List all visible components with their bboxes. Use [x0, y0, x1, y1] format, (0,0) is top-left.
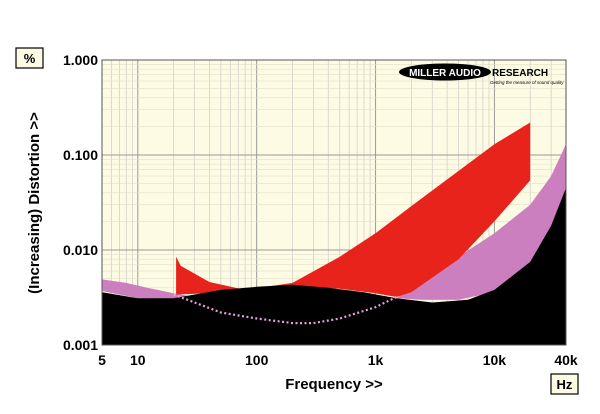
series-floor-black	[102, 187, 566, 345]
logo-name-part2: RESEARCH	[492, 68, 548, 79]
x-unit-box	[550, 373, 579, 395]
plot-border	[101, 59, 567, 346]
x-tick-label-4: 10k	[483, 352, 507, 368]
x-axis-title: Frequency >>	[285, 376, 383, 393]
y-unit-box	[15, 47, 44, 69]
plot-frame	[101, 59, 567, 346]
x-tick-label-2: 100	[245, 352, 269, 368]
y-axis-title: (Increasing) Distortion >>	[26, 112, 43, 294]
y-unit-label: %	[24, 51, 36, 66]
x-unit-label: Hz	[557, 377, 573, 392]
series-layer	[102, 122, 566, 345]
y-tick-label-1: 0.010	[63, 242, 98, 258]
x-tick-label-5: 40k	[554, 352, 578, 368]
logo-oval	[399, 63, 491, 81]
series-band-red_band	[176, 122, 531, 297]
x-tick-labels: 5 10 100 1k 10k 40k	[98, 352, 578, 368]
y-tick-label-2: 0.100	[63, 147, 98, 163]
y-tick-label-0: 0.001	[63, 337, 98, 353]
logo-name-part1: MILLER AUDIO	[409, 68, 481, 79]
x-tick-label-1: 10	[130, 352, 146, 368]
logo-tagline: Getting the measure of sound quality	[490, 80, 564, 85]
x-tick-label-3: 1k	[368, 352, 384, 368]
x-tick-label-0: 5	[98, 352, 106, 368]
y-tick-label-3: 1.000	[63, 52, 98, 68]
y-tick-labels: 0.001 0.010 0.100 1.000	[63, 52, 98, 353]
